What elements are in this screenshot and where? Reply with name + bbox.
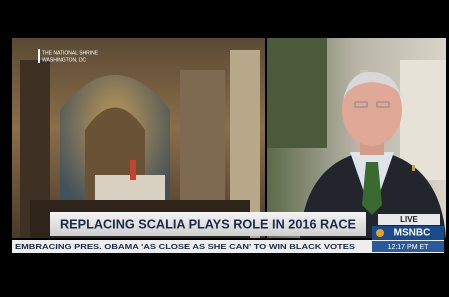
ticker-text: EMBRACING PRES. OBAMA 'AS CLOSE AS SHE C… bbox=[15, 244, 355, 251]
right-video bbox=[267, 38, 446, 238]
network-label: MSNBC bbox=[394, 228, 431, 239]
headline: REPLACING SCALIA PLAYS ROLE IN 2016 RACE bbox=[60, 216, 356, 231]
time-label: 12:17 PM ET bbox=[388, 244, 430, 251]
live-label: LIVE bbox=[400, 215, 418, 224]
location-line1: THE NATIONAL SHRINE bbox=[42, 50, 99, 56]
location-line2: WASHINGTON, DC bbox=[42, 57, 87, 63]
network-logo bbox=[376, 229, 384, 237]
location-bar bbox=[38, 49, 40, 63]
left-video bbox=[12, 38, 265, 238]
screen: THE NATIONAL SHRINE WASHINGTON, DC REPLA… bbox=[0, 0, 449, 297]
